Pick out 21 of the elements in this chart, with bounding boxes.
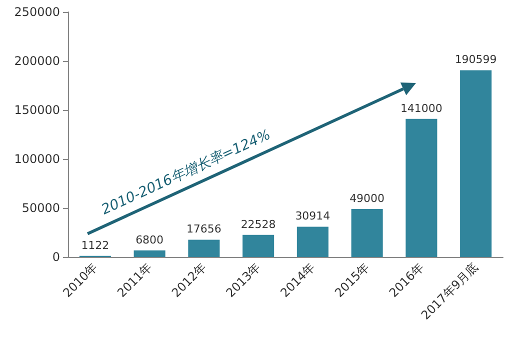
data-label: 22528 bbox=[240, 218, 276, 231]
bar bbox=[406, 118, 438, 257]
y-tick-label: 50000 bbox=[22, 201, 60, 215]
data-label: 49000 bbox=[350, 192, 385, 205]
bar bbox=[134, 250, 166, 257]
bar bbox=[296, 226, 328, 257]
y-tick-label: 200000 bbox=[14, 54, 60, 68]
y-tick-label: 100000 bbox=[14, 152, 60, 166]
data-label: 17656 bbox=[186, 222, 222, 236]
y-tick-label: 0 bbox=[52, 250, 60, 264]
data-label: 30914 bbox=[295, 210, 330, 223]
data-label: 141000 bbox=[400, 102, 442, 115]
bar bbox=[188, 240, 220, 257]
bar bbox=[351, 208, 383, 257]
data-label: 6800 bbox=[136, 233, 164, 246]
y-tick-label: 150000 bbox=[14, 103, 60, 117]
data-label: 1122 bbox=[81, 238, 110, 252]
bar bbox=[242, 234, 274, 257]
data-label: 190599 bbox=[454, 53, 497, 66]
bar bbox=[460, 70, 492, 257]
y-tick-label: 250000 bbox=[14, 5, 60, 19]
